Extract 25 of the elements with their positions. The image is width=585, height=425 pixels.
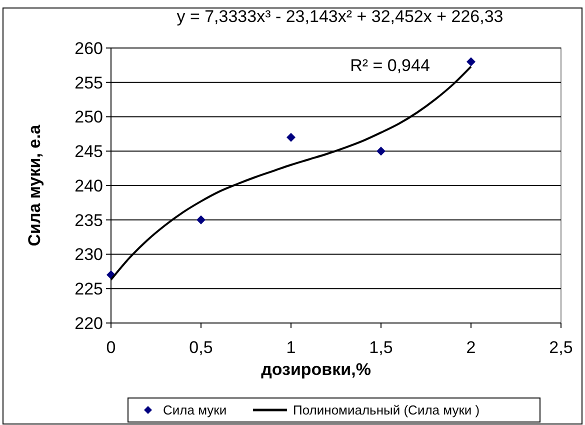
x-tick-label: 2,5: [549, 338, 573, 357]
point: [376, 146, 386, 156]
legend-label: Полиномиальный (Сила муки ): [293, 402, 480, 418]
y-tick-label: 260: [74, 38, 103, 58]
point: [286, 132, 296, 142]
text: y = 7,3333x³ - 23,143x² + 32,452x + 226,33: [176, 7, 504, 26]
x-tick-label: 1: [286, 338, 296, 357]
y-tick-label: 220: [74, 314, 103, 333]
point: [466, 57, 476, 66]
x-tick-label: 2: [466, 338, 476, 357]
y-tick-label: 230: [74, 245, 103, 264]
y-tick-label: 240: [74, 176, 103, 196]
y-tick-label: 235: [74, 210, 103, 230]
legend-label: Сила муки: [163, 402, 227, 418]
y-tick-label: 255: [74, 73, 103, 92]
y-tick-label: 245: [74, 142, 103, 162]
y-tick-label: 250: [74, 108, 103, 127]
x-tick-label: 0,5: [189, 338, 213, 357]
x-axis-title: дозировки,%: [261, 360, 371, 379]
annotation: R² = 0,944: [350, 56, 430, 75]
x-tick-label: 0: [106, 338, 116, 357]
y-axis-title: Сила муки, е.а: [25, 124, 44, 246]
point: [196, 215, 206, 224]
x-tick-label: 1,5: [369, 338, 393, 357]
y-tick-label: 225: [74, 280, 103, 299]
